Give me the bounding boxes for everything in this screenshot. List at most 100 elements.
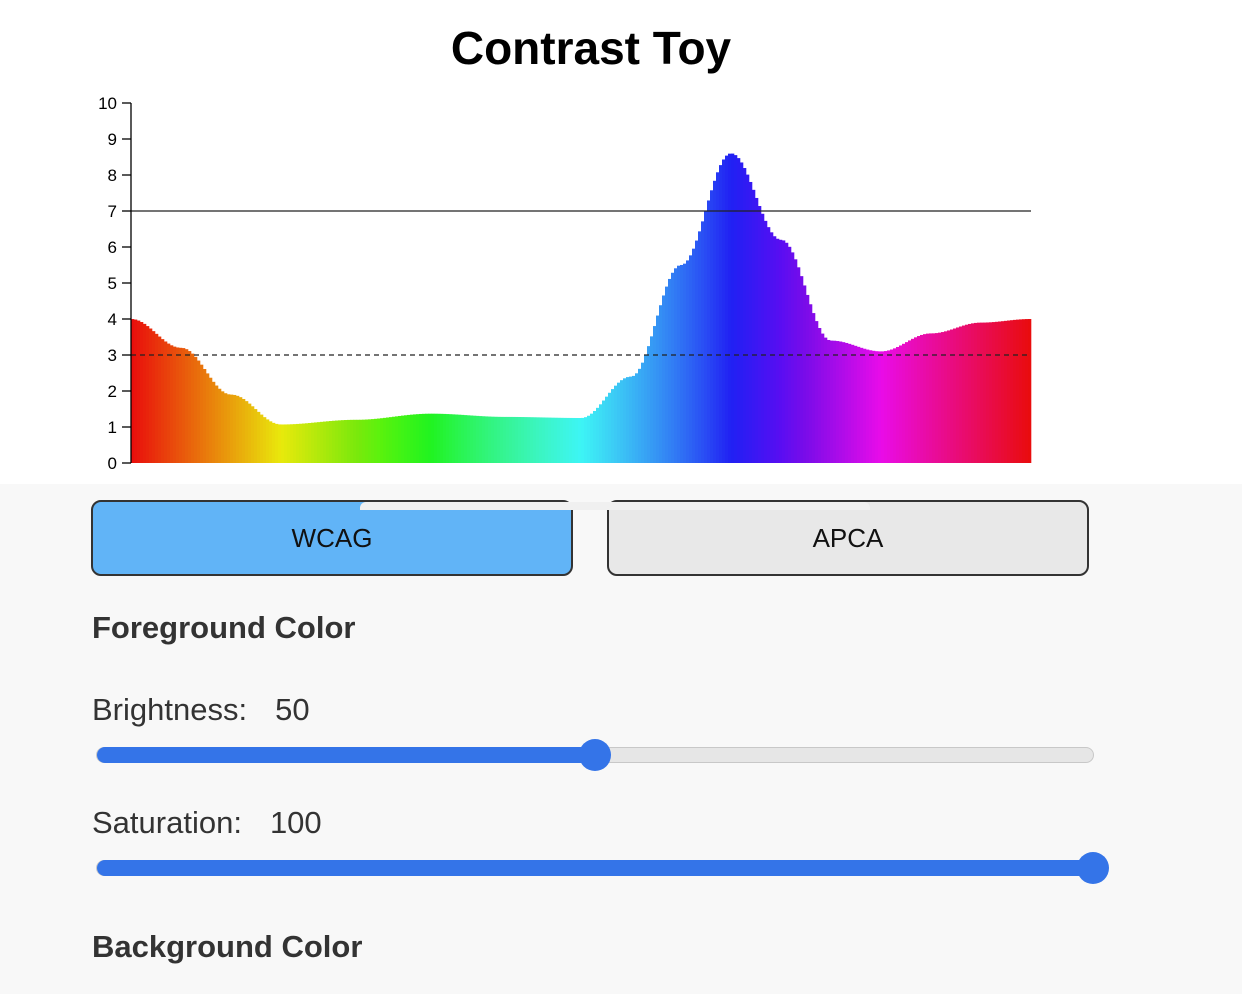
- chart-bar: [242, 398, 246, 463]
- chart-bar: [875, 351, 879, 463]
- chart-bar: [761, 213, 765, 463]
- saturation-slider-thumb[interactable]: [1077, 852, 1109, 884]
- chart-bar: [515, 416, 519, 463]
- chart-bar: [389, 417, 393, 463]
- chart-bar: [932, 333, 936, 463]
- chart-bar: [131, 319, 135, 463]
- chart-bar: [215, 385, 219, 463]
- chart-bar: [467, 415, 471, 463]
- chart-bar: [962, 325, 966, 463]
- y-tick-label: 5: [108, 274, 117, 293]
- chart-bar: [449, 414, 453, 463]
- chart-bar: [572, 417, 576, 463]
- chart-bar: [206, 373, 210, 463]
- chart-bar: [920, 334, 924, 463]
- chart-bar: [410, 414, 414, 463]
- chart-bar: [221, 391, 225, 463]
- saturation-slider[interactable]: [96, 852, 1109, 884]
- chart-area: 0 1 2 3 4 5 6 7 8 9 10: [0, 0, 1242, 484]
- chart-bar: [347, 419, 351, 463]
- chart-bar: [317, 422, 321, 463]
- chart-bar: [158, 336, 162, 463]
- chart-bar: [734, 155, 738, 463]
- brightness-label: Brightness:: [92, 692, 248, 727]
- chart-bar: [551, 417, 555, 463]
- chart-bar: [668, 278, 672, 463]
- chart-bar: [509, 416, 513, 463]
- chart-bar: [722, 159, 726, 464]
- chart-bar: [338, 420, 342, 463]
- chart-bar: [893, 348, 897, 463]
- chart-bar: [335, 420, 339, 463]
- chart-bar: [266, 419, 270, 463]
- chart-bar: [233, 394, 237, 463]
- chart-bar: [695, 240, 699, 463]
- chart-bar: [839, 341, 843, 463]
- chart-bar: [395, 416, 399, 463]
- chart-bar: [896, 346, 900, 463]
- chart-bar: [995, 321, 999, 463]
- chart-bar: [674, 268, 678, 463]
- chart-bar: [833, 340, 837, 463]
- chart-bar: [419, 413, 423, 463]
- chart-bar: [230, 394, 234, 463]
- chart-bar: [527, 417, 531, 463]
- apca-button[interactable]: APCA: [607, 500, 1089, 576]
- chart-bar: [530, 417, 534, 463]
- chart-bar: [653, 326, 657, 463]
- chart-bar: [521, 417, 525, 463]
- chart-bar: [905, 342, 909, 463]
- brightness-slider-thumb[interactable]: [579, 739, 611, 771]
- chart-bar: [155, 333, 159, 463]
- chart-bar: [392, 416, 396, 463]
- chart-bar: [974, 322, 978, 463]
- chart-bar: [167, 343, 171, 463]
- chart-bar: [1019, 319, 1023, 463]
- chart-bar: [470, 415, 474, 463]
- chart-bar: [728, 153, 732, 463]
- chart-bar: [245, 401, 249, 463]
- chart-bar: [329, 421, 333, 463]
- chart-bar: [950, 329, 954, 463]
- chart-bar: [767, 227, 771, 463]
- chart-bar: [179, 347, 183, 463]
- chart-bar: [464, 415, 468, 463]
- chart-bar: [731, 153, 735, 463]
- chart-bar: [692, 248, 696, 463]
- chart-bar: [536, 417, 540, 463]
- chart-bar: [680, 264, 684, 463]
- chart-bar: [689, 255, 693, 463]
- chart-bar: [566, 417, 570, 463]
- chart-bar: [362, 419, 366, 463]
- wcag-button[interactable]: WCAG: [91, 500, 573, 576]
- chart-bar: [800, 276, 804, 463]
- chart-bar: [518, 417, 522, 463]
- chart-bar: [842, 342, 846, 463]
- chart-bar: [305, 423, 309, 463]
- chart-bar: [194, 356, 198, 463]
- chart-bar: [914, 337, 918, 463]
- chart-bar: [725, 155, 729, 463]
- chart-bar: [845, 342, 849, 463]
- chart-bar: [539, 417, 543, 463]
- chart-bar: [632, 375, 636, 463]
- brightness-slider[interactable]: [96, 739, 1094, 771]
- chart-bar: [182, 348, 186, 463]
- chart-bar: [809, 304, 813, 463]
- chart-bar: [878, 351, 882, 463]
- chart-bar: [218, 388, 222, 463]
- chart-bar: [806, 294, 810, 463]
- chart-bar: [359, 419, 363, 463]
- chart-bar: [701, 221, 705, 463]
- chart-bar: [428, 413, 432, 463]
- chart-bar: [1004, 320, 1008, 463]
- chart-bar: [296, 423, 300, 463]
- chart-bar: [209, 377, 213, 463]
- chart-bar: [944, 331, 948, 463]
- chart-bar: [272, 422, 276, 463]
- chart-bar: [1025, 319, 1029, 463]
- chart-bar: [719, 165, 723, 464]
- chart-bar: [626, 377, 630, 463]
- chart-bar: [812, 313, 816, 463]
- chart-bar: [791, 252, 795, 463]
